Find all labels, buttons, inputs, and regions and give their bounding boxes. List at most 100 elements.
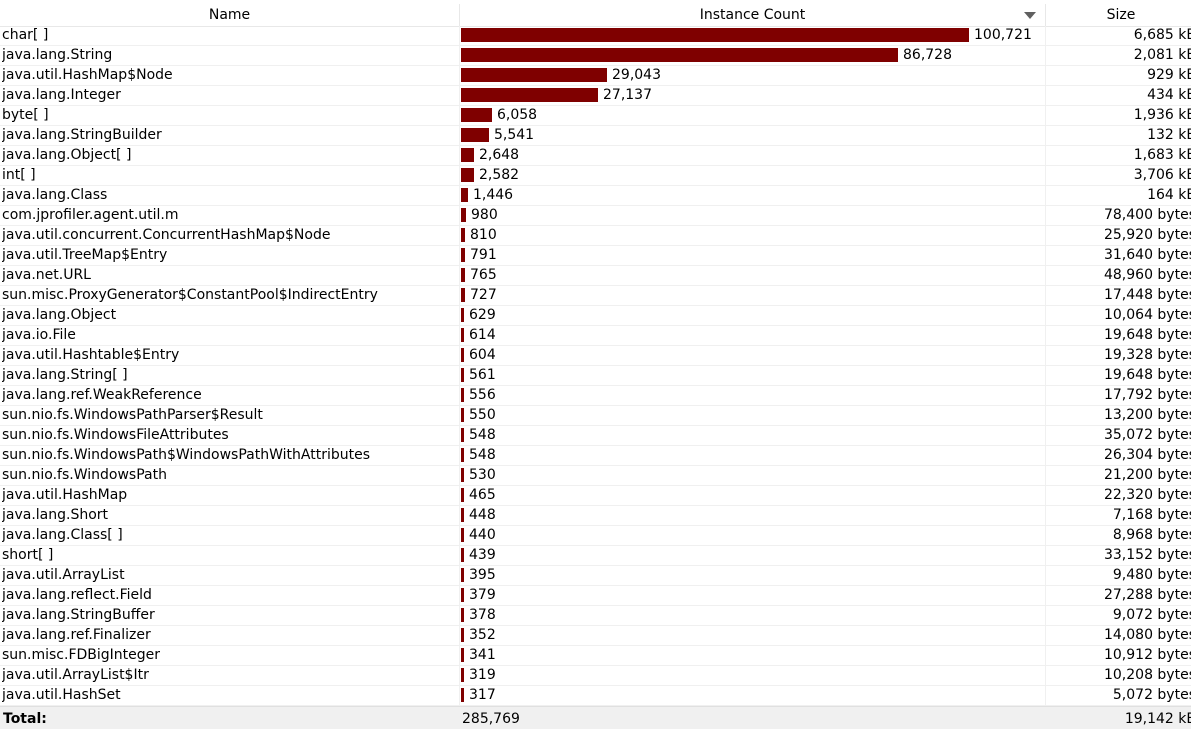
table-row[interactable]: java.lang.ref.Finalizer 352 14,080 bytes (0, 626, 1191, 646)
table-row[interactable]: java.lang.Short 448 7,168 bytes (0, 506, 1191, 526)
class-name-cell: java.net.URL (2, 267, 91, 283)
class-name-cell: java.lang.StringBuffer (2, 607, 155, 623)
instance-count-value: 465 (469, 487, 496, 503)
table-row[interactable]: java.util.HashMap$Node 29,043 929 kB (0, 66, 1191, 86)
instance-count-cell: 2,648 (460, 146, 1045, 166)
instance-count-cell: 791 (460, 246, 1045, 266)
table-row[interactable]: java.util.HashMap 465 22,320 bytes (0, 486, 1191, 506)
table-row[interactable]: com.jprofiler.agent.util.m 980 78,400 byte… (0, 206, 1191, 226)
size-cell: 19,648 bytes (1103, 327, 1191, 343)
table-row[interactable]: java.lang.String[ ] 561 19,648 bytes (0, 366, 1191, 386)
class-name-cell: java.lang.ref.WeakReference (2, 387, 202, 403)
table-row[interactable]: sun.nio.fs.WindowsFileAttributes 548 35,07… (0, 426, 1191, 446)
instance-count-bar (461, 668, 464, 682)
class-name-cell: java.lang.Object[ ] (2, 147, 132, 163)
class-name-cell: sun.nio.fs.WindowsPath$WindowsPathWithAt… (2, 447, 370, 463)
size-cell: 10,912 bytes (1103, 647, 1191, 663)
table-row[interactable]: byte[ ] 6,058 1,936 kB (0, 106, 1191, 126)
instance-count-value: 550 (469, 407, 496, 423)
instance-count-cell: 317 (460, 686, 1045, 706)
instance-count-value: 2,582 (479, 167, 520, 183)
instance-count-bar (461, 68, 607, 82)
instance-count-bar (461, 528, 464, 542)
instance-count-cell: 2,582 (460, 166, 1045, 186)
table-row[interactable]: char[ ] 100,721 6,685 kB (0, 26, 1191, 46)
total-label: Total: (3, 711, 47, 727)
table-row[interactable]: sun.misc.FDBigInteger 341 10,912 bytes (0, 646, 1191, 666)
size-cell: 22,320 bytes (1103, 487, 1191, 503)
size-cell: 31,640 bytes (1103, 247, 1191, 263)
instance-count-cell: 27,137 (460, 86, 1045, 106)
instance-count-cell: 378 (460, 606, 1045, 626)
instance-count-cell: 556 (460, 386, 1045, 406)
instance-count-value: 561 (469, 367, 496, 383)
class-name-cell: java.lang.Class[ ] (2, 527, 123, 543)
size-cell: 434 kB (1147, 87, 1191, 103)
table-row[interactable]: java.lang.StringBuilder 5,541 132 kB (0, 126, 1191, 146)
table-row[interactable]: sun.nio.fs.WindowsPath 530 21,200 bytes (0, 466, 1191, 486)
table-row[interactable]: java.io.File 614 19,648 bytes (0, 326, 1191, 346)
table-row[interactable]: short[ ] 439 33,152 bytes (0, 546, 1191, 566)
instance-count-value: 341 (469, 647, 496, 663)
class-name-cell: int[ ] (2, 167, 36, 183)
instance-count-bar (461, 168, 474, 182)
table-row[interactable]: java.util.HashSet 317 5,072 bytes (0, 686, 1191, 706)
instance-count-cell: 448 (460, 506, 1045, 526)
table-row[interactable]: java.util.ArrayList 395 9,480 bytes (0, 566, 1191, 586)
instance-count-bar (461, 548, 464, 562)
table-row[interactable]: java.lang.Object[ ] 2,648 1,683 kB (0, 146, 1191, 166)
column-header-name[interactable]: Name (0, 4, 460, 26)
class-name-cell: java.lang.String[ ] (2, 367, 128, 383)
table-row[interactable]: java.lang.Class 1,446 164 kB (0, 186, 1191, 206)
table-row[interactable]: java.util.TreeMap$Entry 791 31,640 bytes (0, 246, 1191, 266)
instance-count-cell: 5,541 (460, 126, 1045, 146)
instance-count-value: 548 (469, 447, 496, 463)
class-name-cell: sun.nio.fs.WindowsPath (2, 467, 167, 483)
size-cell: 14,080 bytes (1103, 627, 1191, 643)
class-name-cell: java.lang.Object (2, 307, 117, 323)
table-row[interactable]: sun.nio.fs.WindowsPathParser$Result 550 13… (0, 406, 1191, 426)
table-row[interactable]: int[ ] 2,582 3,706 kB (0, 166, 1191, 186)
instance-count-cell: 29,043 (460, 66, 1045, 86)
instance-count-bar (461, 248, 465, 262)
table-row[interactable]: java.util.concurrent.ConcurrentHashMap$N… (0, 226, 1191, 246)
instance-count-value: 530 (469, 467, 496, 483)
instance-count-bar (461, 448, 464, 462)
size-cell: 10,208 bytes (1103, 667, 1191, 683)
instance-count-cell: 319 (460, 666, 1045, 686)
table-row[interactable]: java.lang.StringBuffer 378 9,072 bytes (0, 606, 1191, 626)
table-row[interactable]: java.util.ArrayList$Itr 319 10,208 bytes (0, 666, 1191, 686)
table-row[interactable]: java.lang.String 86,728 2,081 kB (0, 46, 1191, 66)
size-cell: 35,072 bytes (1103, 427, 1191, 443)
class-name-cell: java.util.HashMap (2, 487, 128, 503)
size-cell: 1,683 kB (1133, 147, 1191, 163)
instance-count-bar (461, 368, 464, 382)
class-name-cell: java.util.HashMap$Node (2, 67, 173, 83)
instance-count-value: 319 (469, 667, 496, 683)
column-header-size[interactable]: Size (1106, 7, 1136, 23)
instance-count-bar (461, 468, 464, 482)
size-cell: 17,792 bytes (1103, 387, 1191, 403)
size-cell: 17,448 bytes (1103, 287, 1191, 303)
table-row[interactable]: java.lang.Class[ ] 440 8,968 bytes (0, 526, 1191, 546)
class-name-cell: sun.nio.fs.WindowsFileAttributes (2, 427, 229, 443)
table-row[interactable]: java.net.URL 765 48,960 bytes (0, 266, 1191, 286)
table-row[interactable]: java.util.Hashtable$Entry 604 19,328 bytes (0, 346, 1191, 366)
instance-count-bar (461, 328, 464, 342)
instance-count-bar (461, 348, 464, 362)
table-row[interactable]: sun.nio.fs.WindowsPath$WindowsPathWithAt… (0, 446, 1191, 466)
size-cell: 26,304 bytes (1103, 447, 1191, 463)
instance-count-cell: 629 (460, 306, 1045, 326)
instance-count-cell: 379 (460, 586, 1045, 606)
instance-count-value: 395 (469, 567, 496, 583)
class-name-cell: java.lang.Short (2, 507, 109, 523)
instance-count-value: 604 (469, 347, 496, 363)
table-row[interactable]: java.lang.Object 629 10,064 bytes (0, 306, 1191, 326)
class-name-cell: java.lang.ref.Finalizer (2, 627, 151, 643)
table-row[interactable]: java.lang.reflect.Field 379 27,288 bytes (0, 586, 1191, 606)
table-row[interactable]: java.lang.ref.WeakReference 556 17,792 byt… (0, 386, 1191, 406)
table-row[interactable]: java.lang.Integer 27,137 434 kB (0, 86, 1191, 106)
table-row[interactable]: sun.misc.ProxyGenerator$ConstantPool$Ind… (0, 286, 1191, 306)
size-cell: 5,072 bytes (1112, 687, 1191, 703)
column-header-instance-count[interactable]: Instance Count (460, 4, 1046, 26)
